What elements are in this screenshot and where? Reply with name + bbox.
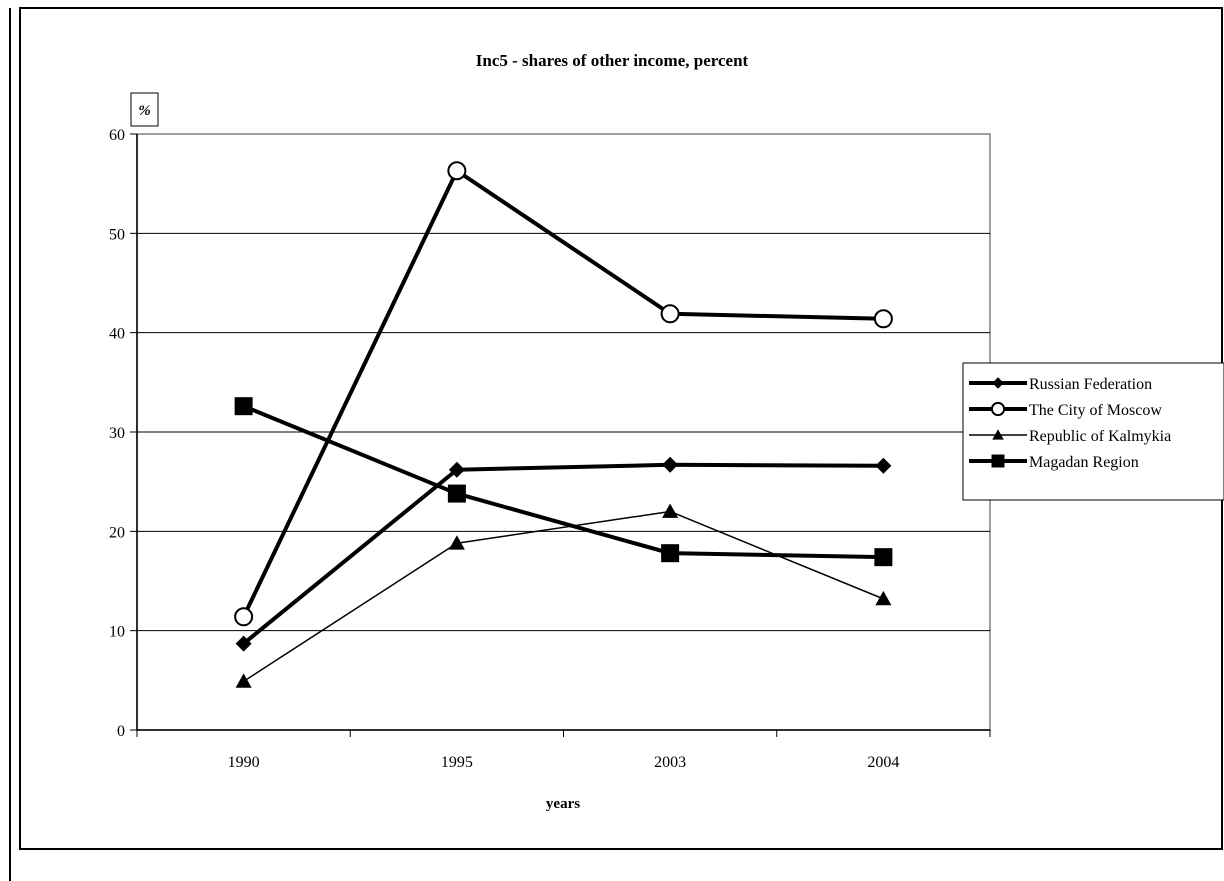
data-point	[660, 304, 680, 324]
series-line-3	[242, 404, 884, 560]
legend-marker	[990, 401, 1006, 417]
data-point	[662, 503, 679, 518]
legend-label: Republic of Kalmykia	[1029, 428, 1171, 445]
series-line-0	[242, 462, 884, 646]
data-point	[447, 161, 467, 181]
legend-label: Magadan Region	[1029, 454, 1139, 471]
legend-marker	[992, 429, 1004, 440]
y-tick-label: 0	[117, 723, 125, 740]
data-point	[875, 590, 892, 606]
legend-marker	[991, 454, 1005, 468]
ylabel: %	[138, 103, 151, 119]
xlabel: years	[546, 796, 580, 812]
y-tick-label: 40	[109, 326, 125, 343]
legend-box	[962, 362, 1224, 501]
data-point	[234, 607, 254, 627]
legend: Russian Federation The City of Moscow Repu…	[962, 362, 1224, 501]
x-tick-label: 1990	[228, 754, 260, 771]
data-point	[235, 635, 252, 652]
data-point	[874, 548, 893, 567]
data-point	[447, 484, 466, 503]
data-point	[448, 461, 465, 478]
series-line-1	[241, 168, 884, 618]
legend-label: The City of Moscow	[1029, 402, 1162, 419]
data-point	[875, 457, 892, 474]
data-point	[661, 544, 680, 563]
y-tick-label: 50	[109, 226, 125, 243]
y-tick-label: 60	[109, 127, 125, 144]
y-tick-label: 30	[109, 425, 125, 442]
x-tick-label: 1995	[441, 754, 473, 771]
data-point	[662, 456, 679, 473]
legend-label: Russian Federation	[1029, 376, 1152, 393]
data-point	[873, 309, 893, 329]
y-tick-label: 20	[109, 524, 125, 541]
data-point	[235, 673, 252, 688]
y-tick-label: 10	[109, 624, 125, 641]
data-point	[234, 397, 253, 416]
x-tick-label: 2004	[867, 754, 899, 771]
data-point	[448, 535, 465, 550]
legend-marker	[992, 377, 1004, 389]
plot-area: 0 10 20 30 40 50 60 1990 1995 2003 2004	[109, 127, 991, 771]
ylabel-box	[130, 92, 159, 127]
x-tick-label: 2003	[654, 754, 686, 771]
chart-title: Inc5 - shares of other income, percent	[476, 51, 749, 70]
